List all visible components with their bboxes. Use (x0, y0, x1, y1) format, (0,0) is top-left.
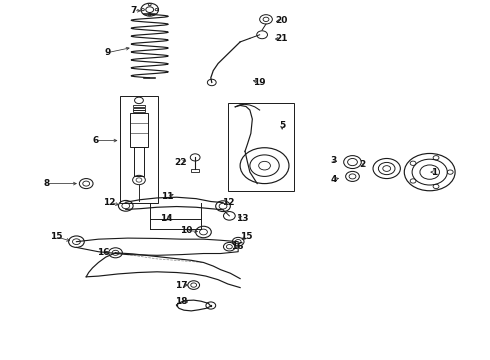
Text: 11: 11 (161, 192, 173, 201)
Text: 13: 13 (236, 214, 249, 223)
Text: 6: 6 (92, 136, 98, 145)
Text: 14: 14 (160, 214, 172, 223)
Bar (133, 105, 145, 107)
Bar (191, 168, 199, 172)
Text: 8: 8 (43, 179, 49, 188)
Bar (130, 113, 148, 147)
Text: 21: 21 (275, 34, 288, 43)
Text: 15: 15 (240, 232, 253, 241)
Text: 5: 5 (279, 121, 285, 130)
Text: 19: 19 (253, 78, 266, 87)
Text: 9: 9 (104, 48, 110, 57)
Text: 4: 4 (331, 175, 337, 184)
Text: 12: 12 (103, 198, 116, 207)
Bar (133, 108, 145, 110)
Bar (134, 147, 144, 176)
Bar (228, 103, 294, 191)
Bar (121, 96, 158, 203)
Text: 15: 15 (49, 232, 62, 241)
Text: 16: 16 (97, 248, 110, 257)
Text: 20: 20 (275, 16, 288, 25)
Text: 12: 12 (221, 198, 234, 207)
Text: 10: 10 (180, 226, 193, 235)
Text: 2: 2 (359, 161, 366, 170)
Text: 17: 17 (175, 280, 188, 289)
Bar (133, 110, 145, 112)
Text: 3: 3 (331, 156, 337, 165)
Text: 16: 16 (231, 242, 244, 251)
Text: 18: 18 (175, 297, 188, 306)
Text: 22: 22 (174, 158, 187, 167)
Text: 1: 1 (432, 168, 438, 177)
Text: 7: 7 (130, 6, 137, 15)
